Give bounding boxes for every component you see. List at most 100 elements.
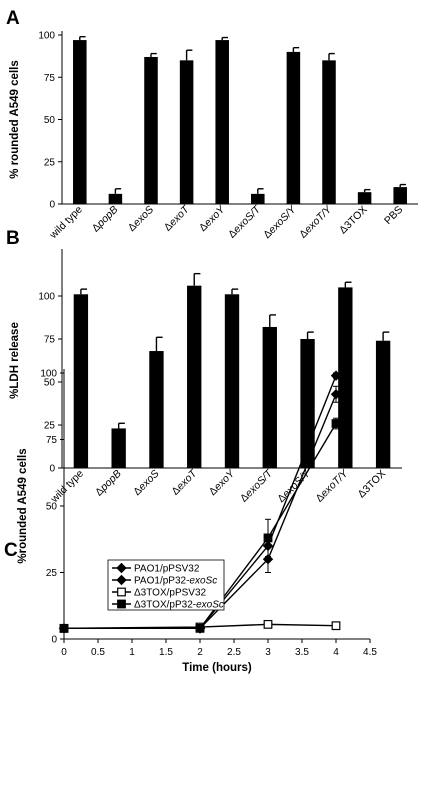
label-part: exoY [212,467,238,493]
label-part: exoS [131,204,156,229]
legend-label: PAO1/pPSV32 [134,564,200,575]
y-tick-label: 25 [46,568,58,579]
y-tick-label: 50 [46,502,58,513]
bar-3 [187,285,202,468]
label-part: PAO1/pPSV32 [134,564,200,575]
category-label-9: PBS [382,204,405,227]
data-point [331,621,341,631]
category-label-6: ΔexoS/Y [275,467,313,505]
x-tick-label: 4.5 [363,647,377,658]
y-tick-label: 0 [49,464,55,475]
data-point [195,623,205,633]
category-label-1: ΔpopB [90,204,121,235]
category-label-5: ΔexoS/T [226,203,264,241]
y-tick-label: 50 [44,378,56,389]
bar-5 [262,326,277,468]
y-tick-label: 25 [44,421,56,432]
label-part: exoS/T [231,203,264,236]
panel-label-A: A [6,8,20,29]
bar-9 [393,187,407,204]
category-label-8: Δ3TOX [356,468,389,501]
panel-label-C: C [4,540,18,561]
label-part: exoY [202,203,228,229]
label-part: exoT/Y [318,467,351,500]
y-tick-label: 75 [46,435,58,446]
category-label-7: ΔexoT/Y [313,467,351,505]
data-point [263,619,273,629]
y-axis-title: %LDH release [9,322,21,399]
y-tick-label: 100 [38,292,55,303]
label-part: exoT [174,467,200,493]
x-tick-label: 3.5 [295,647,309,658]
series-3 [59,417,341,633]
bar-7 [322,60,336,204]
label-part: exoT [167,203,193,229]
label-part: exoT/Y [302,203,335,236]
x-tick-label: 1.5 [159,647,173,658]
y-tick-label: 0 [49,200,55,211]
category-label-5: ΔexoS/T [238,467,276,505]
legend: PAO1/pPSV32PAO1/pP32-exoScΔ3TOX/pPSV32Δ3… [107,559,225,611]
label-part: Δ3TOX/pPSV32 [134,588,207,599]
label-part: Δ3TOX [337,204,370,237]
bar-2 [149,351,164,468]
x-tick-label: 3 [265,647,271,658]
bar-4 [224,294,240,468]
label-part: Δ3TOX [356,468,389,501]
bar-6 [286,51,301,205]
y-tick-label: 100 [40,369,57,380]
label-part: exoS/T [243,467,276,500]
x-tick-label: 2 [197,647,203,658]
label-part: PBS [382,204,405,227]
legend-marker [116,574,127,586]
label-part: Δ3TOX/pP32- [134,600,196,611]
category-label-6: ΔexoS/Y [261,203,299,241]
data-point [330,370,342,381]
category-label-2: ΔexoS [126,204,156,234]
category-label-2: ΔexoS [131,468,161,498]
label-part: exoS/Y [266,203,299,236]
label-part: exoSc [196,600,224,611]
category-label-1: ΔpopB [93,468,124,499]
legend-label: Δ3TOX/pPSV32 [134,588,207,599]
bar-1 [111,428,126,468]
data-point [330,389,342,400]
panel-label-B: B [6,228,20,249]
y-axis-title: %rounded A549 cells [17,448,29,563]
x-tick-label: 1 [129,647,135,658]
legend-label: Δ3TOX/pP32-exoSc [134,600,224,611]
bar-2 [144,56,158,204]
label-part: exoSc [189,576,217,587]
legend-marker [117,599,126,609]
bar-6 [300,339,315,468]
bar-5 [251,193,265,204]
y-tick-label: 50 [44,115,56,126]
y-axis-title: % rounded A549 cells [9,60,21,178]
category-label-8: Δ3TOX [337,204,370,237]
x-tick-label: 0.5 [91,647,105,658]
data-point [331,419,341,428]
bar-3 [179,60,194,204]
bar-7 [338,287,353,468]
category-label-4: ΔexoY [197,203,228,234]
x-tick-label: 2.5 [227,647,241,658]
legend-label: PAO1/pP32-exoSc [134,576,217,587]
x-axis-title: Time (hours) [182,662,252,674]
legend-marker [117,587,126,597]
category-label-3: ΔexoT [162,203,193,234]
series-line [64,423,337,630]
label-part: PAO1/pP32- [134,576,189,587]
category-label-4: ΔexoY [207,467,238,498]
y-tick-label: 75 [44,335,56,346]
bar-1 [108,193,123,204]
legend-marker [116,562,127,574]
data-point [59,623,69,633]
bar-4 [215,40,229,204]
y-tick-label: 25 [44,157,56,168]
bar-8 [375,340,391,468]
bar-8 [357,192,372,204]
x-tick-label: 0 [61,647,67,658]
x-tick-label: 4 [333,647,339,658]
y-tick-label: 75 [44,73,56,84]
